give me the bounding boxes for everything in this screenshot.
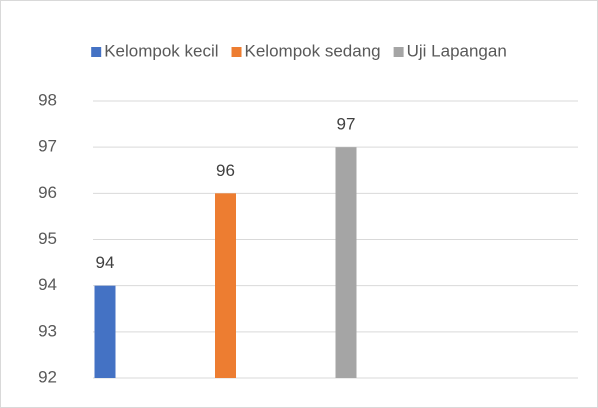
- y-tick-label: 96: [38, 183, 57, 202]
- legend-label: Uji Lapangan: [407, 41, 507, 60]
- legend-label: Kelompok kecil: [104, 41, 218, 60]
- y-tick-label: 98: [38, 90, 57, 109]
- legend-swatch: [231, 47, 242, 57]
- y-tick-label: 94: [38, 275, 57, 294]
- legend-label: Kelompok sedang: [245, 41, 381, 60]
- y-tick-label: 95: [38, 229, 57, 248]
- y-tick-label: 93: [38, 321, 57, 340]
- y-tick-label: 92: [38, 367, 57, 386]
- bar: [94, 285, 116, 378]
- y-tick-label: 97: [38, 137, 57, 156]
- data-label: 96: [216, 161, 235, 180]
- data-label: 97: [337, 115, 356, 134]
- legend-swatch: [91, 47, 102, 57]
- bar: [335, 147, 357, 378]
- legend-swatch: [393, 47, 404, 57]
- data-label: 94: [96, 253, 115, 272]
- bar: [215, 193, 236, 378]
